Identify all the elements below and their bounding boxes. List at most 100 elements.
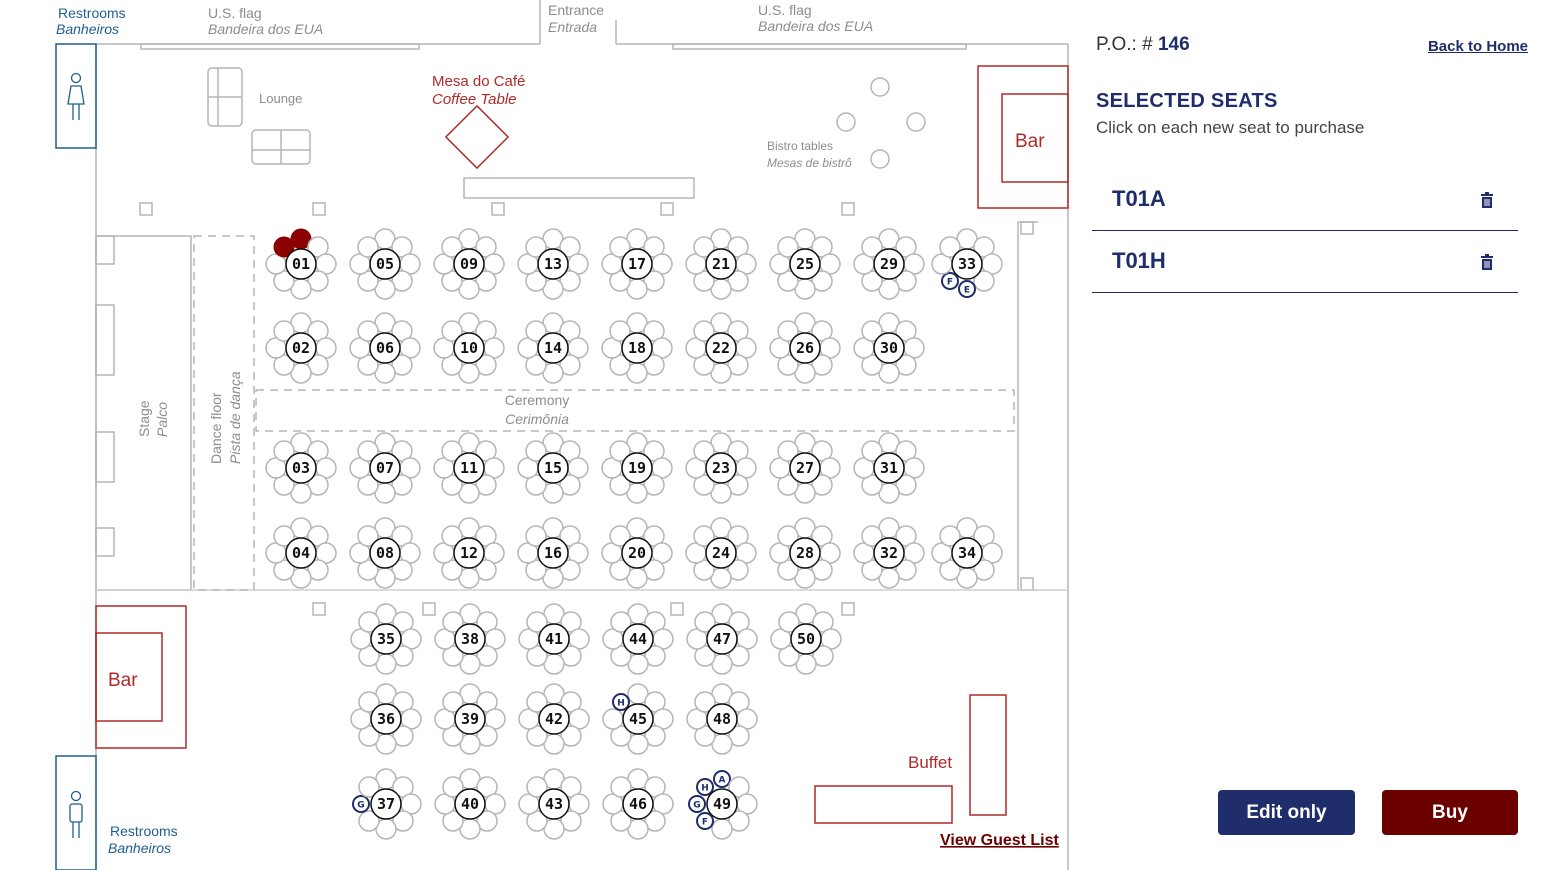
table-number: 13 <box>544 255 562 273</box>
seat[interactable] <box>693 440 715 462</box>
table-number: 16 <box>544 544 562 562</box>
table-number: 49 <box>713 795 731 813</box>
table-29: 29 <box>853 228 925 300</box>
seat[interactable] <box>693 320 715 342</box>
seat[interactable] <box>526 611 548 633</box>
table-number: 12 <box>460 544 478 562</box>
table-top <box>538 788 570 820</box>
flag-left-label: U.S. flag <box>208 5 262 21</box>
table-number: 26 <box>796 339 814 357</box>
table-top <box>369 248 401 280</box>
table-top <box>705 248 737 280</box>
table-46: 46 <box>602 768 674 840</box>
seat[interactable] <box>357 525 379 547</box>
table-12: 12 <box>433 517 505 589</box>
seat[interactable] <box>441 236 463 258</box>
seat[interactable] <box>357 236 379 258</box>
seat[interactable] <box>610 611 632 633</box>
seat[interactable] <box>526 776 548 798</box>
seat[interactable] <box>358 810 380 832</box>
seat[interactable] <box>609 440 631 462</box>
seat[interactable] <box>273 525 295 547</box>
selected-seats-title: SELECTED SEATS <box>1096 90 1278 112</box>
seat[interactable] <box>939 236 961 258</box>
seat[interactable] <box>525 525 547 547</box>
seat[interactable] <box>358 691 380 713</box>
table-number: 01 <box>292 255 310 273</box>
seat[interactable] <box>609 320 631 342</box>
table-top <box>621 452 653 484</box>
table-top <box>622 703 654 735</box>
seat[interactable] <box>441 320 463 342</box>
seat[interactable] <box>442 691 464 713</box>
entrance-label: Entrance <box>548 2 604 18</box>
table-04: 04 <box>265 517 337 589</box>
back-to-home-link[interactable]: Back to Home <box>1427 38 1528 55</box>
ceremony-label: Ceremony <box>505 392 570 408</box>
trash-icon[interactable] <box>1480 192 1494 208</box>
seat[interactable] <box>358 611 380 633</box>
table-top <box>454 623 486 655</box>
table-top <box>622 788 654 820</box>
seat[interactable] <box>939 525 961 547</box>
bar-right-label: Bar <box>1015 131 1045 152</box>
table-number: 23 <box>712 459 730 477</box>
seat[interactable] <box>778 611 800 633</box>
seat-reserved: A <box>713 770 731 788</box>
seat[interactable] <box>777 525 799 547</box>
seat[interactable] <box>358 776 380 798</box>
restrooms-top-label-pt: Banheiros <box>56 21 119 37</box>
seat[interactable] <box>442 611 464 633</box>
table-24: 24 <box>685 517 757 589</box>
seat[interactable] <box>694 611 716 633</box>
seat[interactable] <box>861 320 883 342</box>
seat[interactable] <box>973 270 995 292</box>
seat[interactable] <box>861 525 883 547</box>
seat[interactable] <box>357 320 379 342</box>
table-16: 16 <box>517 517 589 589</box>
buy-button[interactable]: Buy <box>1382 790 1518 835</box>
table-34: 34 <box>931 517 1003 589</box>
seat[interactable] <box>693 525 715 547</box>
seat[interactable] <box>273 320 295 342</box>
table-number: 08 <box>376 544 394 562</box>
seat[interactable] <box>861 236 883 258</box>
table-top <box>370 788 402 820</box>
seat[interactable] <box>777 236 799 258</box>
restrooms-top-label: Restrooms <box>58 5 126 21</box>
seat[interactable] <box>526 691 548 713</box>
seat[interactable] <box>777 440 799 462</box>
seat[interactable] <box>357 440 379 462</box>
seat[interactable] <box>693 236 715 258</box>
seat[interactable] <box>602 708 624 730</box>
table-27: 27 <box>769 432 841 504</box>
seat[interactable] <box>609 525 631 547</box>
seat[interactable] <box>525 236 547 258</box>
trash-icon[interactable] <box>1480 254 1494 270</box>
coffee-table-label: Coffee Table <box>432 91 517 108</box>
seat[interactable] <box>711 818 733 840</box>
edit-only-button[interactable]: Edit only <box>1218 790 1355 835</box>
table-number: 39 <box>461 710 479 728</box>
seat-selected[interactable] <box>273 236 295 258</box>
table-number: 43 <box>545 795 563 813</box>
seat[interactable] <box>273 440 295 462</box>
table-number: 37 <box>377 795 395 813</box>
seat[interactable] <box>694 691 716 713</box>
seat[interactable] <box>441 440 463 462</box>
seat[interactable] <box>441 525 463 547</box>
seat[interactable] <box>525 320 547 342</box>
table-number: 40 <box>461 795 479 813</box>
table-number: 48 <box>713 710 731 728</box>
view-guest-list-link[interactable]: View Guest List <box>940 832 1060 849</box>
table-number: 03 <box>292 459 310 477</box>
seat[interactable] <box>442 776 464 798</box>
seat[interactable] <box>777 320 799 342</box>
seat[interactable] <box>609 236 631 258</box>
seat[interactable] <box>525 440 547 462</box>
seat[interactable] <box>610 776 632 798</box>
svg-text:G: G <box>357 801 364 811</box>
seat[interactable] <box>861 440 883 462</box>
selection-panel: P.O.: # 146 Back to Home SELECTED SEATS … <box>1080 0 1540 870</box>
table-37: G 37 <box>352 768 422 840</box>
